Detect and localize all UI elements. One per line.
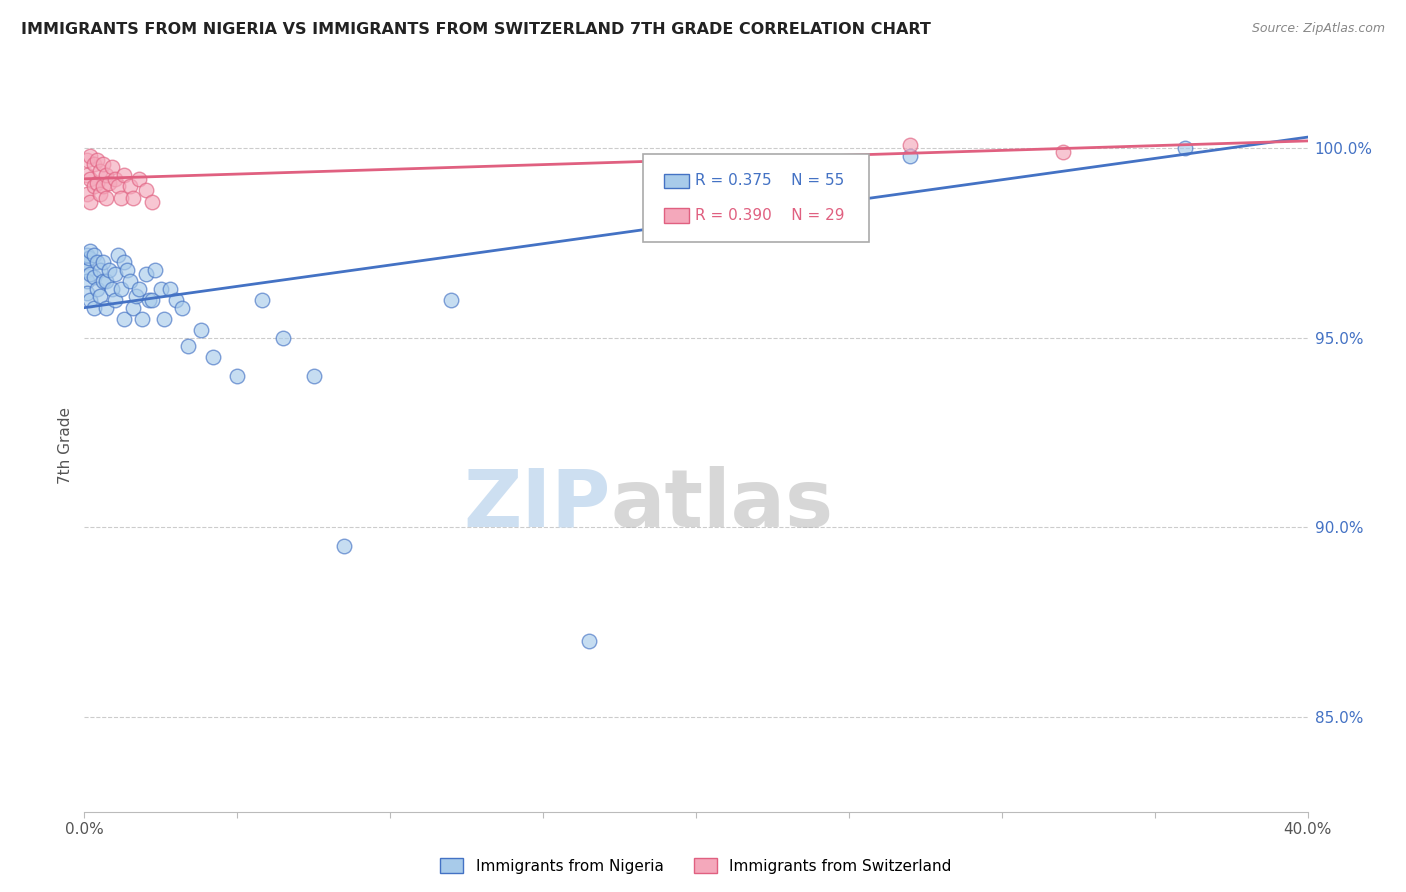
Point [302,368,325,383]
Point [76,285,98,300]
Point [89,289,111,303]
Point [86,255,108,269]
Point [76,168,98,182]
Point [76,274,98,288]
Point [110,282,132,296]
Point [104,171,127,186]
Point [135,267,157,281]
Point [271,331,294,345]
Point [201,350,224,364]
Point [89,164,111,178]
Point [77,252,100,266]
Point [79,244,101,258]
Point [83,301,105,315]
Point [138,293,160,307]
Point [440,293,463,307]
Point [131,312,153,326]
Point [89,262,111,277]
Point [149,282,172,296]
Point [94,168,117,182]
Point [104,267,127,281]
Point [128,282,150,296]
Point [159,282,181,296]
Point [91,156,114,170]
Point [86,176,108,190]
Point [141,194,163,209]
Point [94,301,117,315]
Y-axis label: 7th Grade: 7th Grade [58,408,73,484]
Point [141,293,163,307]
Point [333,540,356,554]
Point [153,312,176,326]
Text: R = 0.375    N = 55: R = 0.375 N = 55 [695,173,844,188]
Point [76,153,98,167]
Point [898,137,921,152]
Point [94,191,117,205]
Point [76,186,98,201]
Point [83,270,105,285]
Point [91,255,114,269]
Point [83,156,105,170]
Point [226,368,249,383]
Text: ZIP: ZIP [463,466,610,543]
Point [83,179,105,194]
Point [91,179,114,194]
Point [89,186,111,201]
Point [104,293,127,307]
Point [1174,141,1197,155]
Point [172,301,194,315]
Point [578,634,600,648]
Point [76,262,98,277]
Point [107,247,129,261]
Point [94,274,117,288]
Point [898,149,921,163]
Legend: Immigrants from Nigeria, Immigrants from Switzerland: Immigrants from Nigeria, Immigrants from… [440,857,952,873]
Point [122,301,145,315]
Point [128,171,150,186]
Text: atlas: atlas [610,466,834,543]
Point [86,282,108,296]
Point [250,293,273,307]
Text: IMMIGRANTS FROM NIGERIA VS IMMIGRANTS FROM SWITZERLAND 7TH GRADE CORRELATION CHA: IMMIGRANTS FROM NIGERIA VS IMMIGRANTS FR… [21,22,931,37]
Text: Source: ZipAtlas.com: Source: ZipAtlas.com [1251,22,1385,36]
Point [120,179,142,194]
Point [120,274,142,288]
Point [101,161,124,175]
Point [97,176,120,190]
Point [76,247,98,261]
Point [110,191,132,205]
Point [190,323,212,337]
Point [122,191,145,205]
Point [143,262,166,277]
Point [1052,145,1074,160]
Point [115,262,138,277]
Point [112,255,135,269]
Point [75,255,97,269]
Point [112,312,135,326]
Point [79,194,101,209]
Point [97,262,120,277]
Point [112,168,135,182]
Point [83,247,105,261]
Point [79,171,101,186]
Point [165,293,187,307]
Point [79,293,101,307]
Text: R = 0.390    N = 29: R = 0.390 N = 29 [695,208,844,223]
Point [135,183,157,197]
Point [101,282,124,296]
Point [107,179,129,194]
Point [79,149,101,163]
Point [177,338,200,352]
Point [91,274,114,288]
Point [79,267,101,281]
Point [86,153,108,167]
Point [125,289,148,303]
